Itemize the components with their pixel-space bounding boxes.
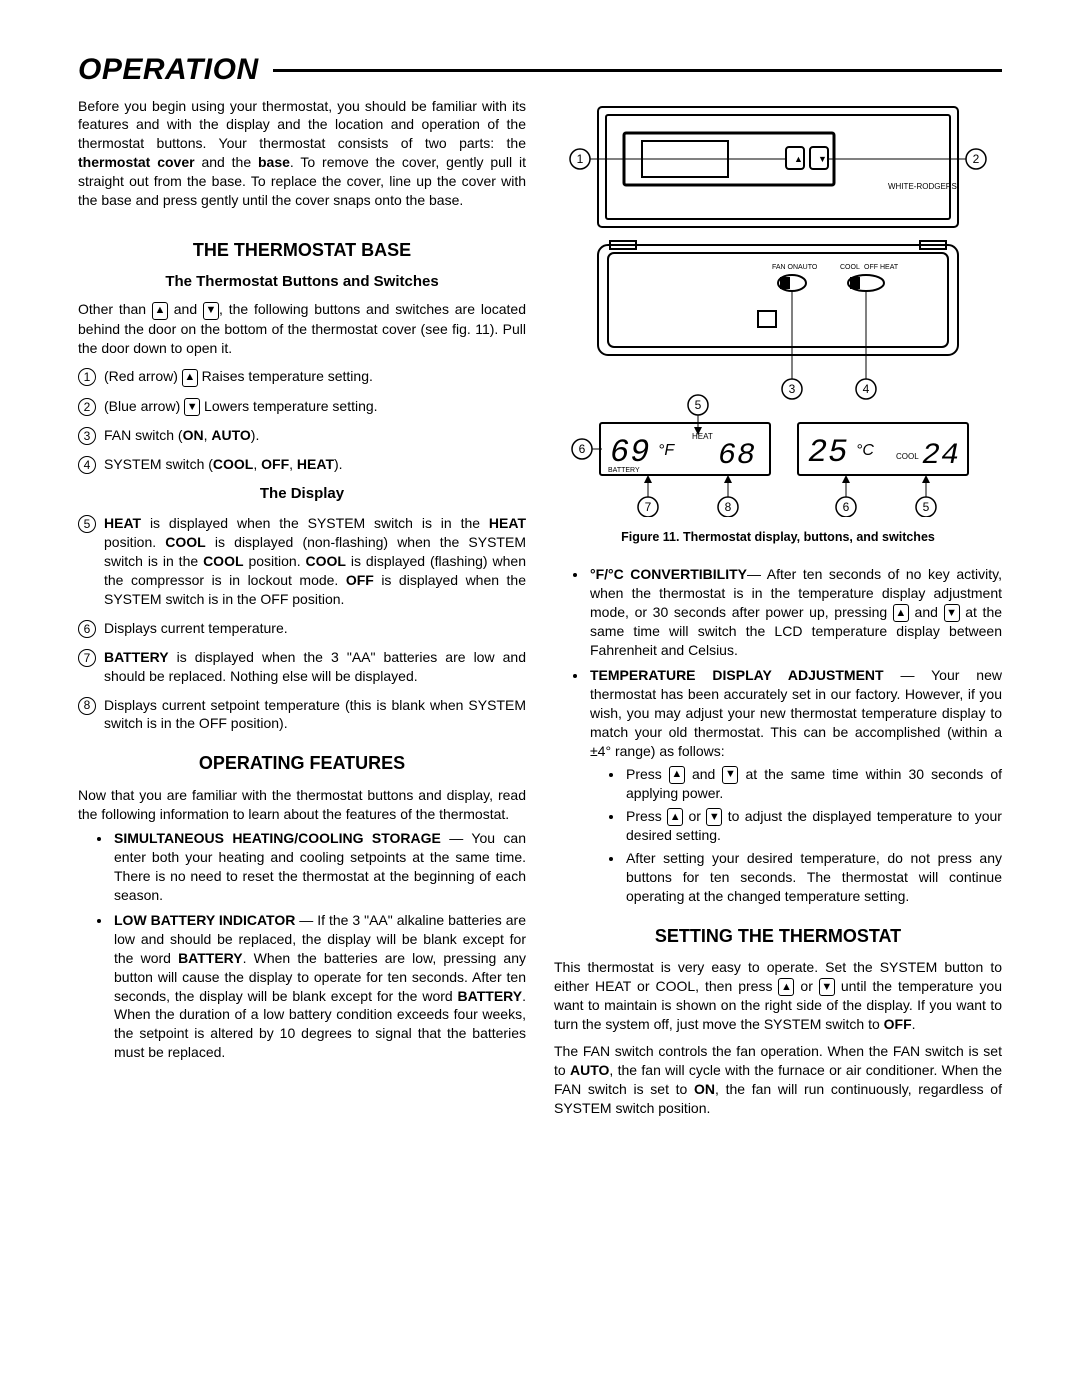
svg-text:°C: °C xyxy=(856,442,874,459)
setting-p1: This thermostat is very easy to operate.… xyxy=(554,958,1002,1034)
svg-text:HEAT: HEAT xyxy=(692,432,713,441)
svg-text:68: 68 xyxy=(718,439,756,473)
numbered-display-list: 5HEAT is displayed when the SYSTEM switc… xyxy=(78,514,526,733)
down-arrow-icon: ▼ xyxy=(722,766,738,784)
svg-text:5: 5 xyxy=(695,398,702,412)
circle-number-icon: 7 xyxy=(78,649,96,667)
circle-number-icon: 1 xyxy=(78,368,96,386)
svg-text:AUTO: AUTO xyxy=(798,264,818,271)
down-arrow-icon: ▼ xyxy=(706,808,722,826)
svg-text:25: 25 xyxy=(808,434,848,471)
up-arrow-icon: ▲ xyxy=(182,369,198,387)
svg-text:2: 2 xyxy=(973,152,980,166)
display-heading: The Display xyxy=(78,484,526,504)
numbered-item: 4SYSTEM switch (COOL, OFF, HEAT). xyxy=(78,455,526,474)
numbered-item: 3FAN switch (ON, AUTO). xyxy=(78,426,526,445)
svg-text:8: 8 xyxy=(725,500,732,514)
two-column-layout: Before you begin using your thermostat, … xyxy=(78,97,1002,1118)
numbered-buttons-list: 1(Red arrow) ▲ Raises temperature settin… xyxy=(78,367,526,474)
svg-text:BATTERY: BATTERY xyxy=(608,467,640,474)
figure-11: ▲ ▼ WHITE-RODGERS 1 2 xyxy=(554,97,1002,517)
numbered-item: 8Displays current setpoint temperature (… xyxy=(78,696,526,734)
svg-text:4: 4 xyxy=(863,382,870,396)
setting-p2: The FAN switch controls the fan operatio… xyxy=(554,1042,1002,1118)
brand-label: WHITE-RODGERS xyxy=(888,182,957,191)
numbered-item: 7BATTERY is displayed when the 3 "AA" ba… xyxy=(78,648,526,686)
down-arrow-icon: ▼ xyxy=(819,978,835,996)
operating-features-intro: Now that you are familiar with the therm… xyxy=(78,786,526,824)
temp-adjust-bullet: TEMPERATURE DISPLAY ADJUSTMENT — Your ne… xyxy=(588,666,1002,906)
down-arrow-icon: ▼ xyxy=(184,398,200,416)
up-arrow-icon: ▲ xyxy=(669,766,685,784)
svg-text:▲: ▲ xyxy=(794,154,803,164)
up-arrow-icon: ▲ xyxy=(893,604,909,622)
numbered-item: 5HEAT is displayed when the SYSTEM switc… xyxy=(78,514,526,608)
svg-text:HEAT: HEAT xyxy=(880,264,899,271)
down-arrow-icon: ▼ xyxy=(203,302,219,320)
title-text: OPERATION xyxy=(78,50,259,91)
buttons-intro: Other than ▲ and ▼, the following button… xyxy=(78,300,526,357)
left-column: Before you begin using your thermostat, … xyxy=(78,97,526,1118)
numbered-item: 1(Red arrow) ▲ Raises temperature settin… xyxy=(78,367,526,386)
svg-text:3: 3 xyxy=(789,382,796,396)
svg-text:FAN ON: FAN ON xyxy=(772,264,798,271)
up-arrow-icon: ▲ xyxy=(778,978,794,996)
title-rule xyxy=(273,69,1002,72)
svg-text:COOL: COOL xyxy=(896,452,919,461)
svg-text:69: 69 xyxy=(610,434,650,471)
page-title: OPERATION xyxy=(78,50,1002,91)
step-3: After setting your desired temperature, … xyxy=(624,849,1002,906)
bullet-item: SIMULTANEOUS HEATING/COOLING STORAGE — Y… xyxy=(112,829,526,905)
thermostat-base-heading: THE THERMOSTAT BASE xyxy=(78,238,526,262)
numbered-item: 6Displays current temperature. xyxy=(78,619,526,638)
svg-text:OFF: OFF xyxy=(864,264,878,271)
svg-text:1: 1 xyxy=(577,152,584,166)
circle-number-icon: 5 xyxy=(78,515,96,533)
right-column: ▲ ▼ WHITE-RODGERS 1 2 xyxy=(554,97,1002,1118)
circle-number-icon: 8 xyxy=(78,697,96,715)
svg-text:24: 24 xyxy=(922,439,960,473)
svg-text:6: 6 xyxy=(843,500,850,514)
circle-number-icon: 3 xyxy=(78,427,96,445)
numbered-item: 2(Blue arrow) ▼ Lowers temperature setti… xyxy=(78,397,526,416)
svg-text:COOL: COOL xyxy=(840,264,860,271)
operating-features-heading: OPERATING FEATURES xyxy=(78,751,526,775)
buttons-switches-heading: The Thermostat Buttons and Switches xyxy=(78,272,526,292)
convertibility-bullet: °F/°C CONVERTIBILITY— After ten seconds … xyxy=(588,565,1002,660)
right-bullets: °F/°C CONVERTIBILITY— After ten seconds … xyxy=(554,565,1002,905)
svg-text:7: 7 xyxy=(645,500,652,514)
circle-number-icon: 2 xyxy=(78,398,96,416)
step-2: Press ▲ or ▼ to adjust the displayed tem… xyxy=(624,807,1002,845)
svg-text:5: 5 xyxy=(923,500,930,514)
bullet-item: LOW BATTERY INDICATOR — If the 3 "AA" al… xyxy=(112,911,526,1062)
up-arrow-icon: ▲ xyxy=(152,302,168,320)
setting-thermostat-heading: SETTING THE THERMOSTAT xyxy=(554,924,1002,948)
figure-caption: Figure 11. Thermostat display, buttons, … xyxy=(554,529,1002,546)
step-1: Press ▲ and ▼ at the same time within 30… xyxy=(624,765,1002,803)
up-arrow-icon: ▲ xyxy=(667,808,683,826)
circle-number-icon: 6 xyxy=(78,620,96,638)
intro-paragraph: Before you begin using your thermostat, … xyxy=(78,97,526,210)
temp-adjust-steps: Press ▲ and ▼ at the same time within 30… xyxy=(590,765,1002,906)
down-arrow-icon: ▼ xyxy=(944,604,960,622)
operating-features-bullets: SIMULTANEOUS HEATING/COOLING STORAGE — Y… xyxy=(78,829,526,1062)
svg-text:°F: °F xyxy=(658,442,675,459)
circle-number-icon: 4 xyxy=(78,456,96,474)
svg-text:▼: ▼ xyxy=(818,154,827,164)
svg-text:6: 6 xyxy=(579,442,586,456)
